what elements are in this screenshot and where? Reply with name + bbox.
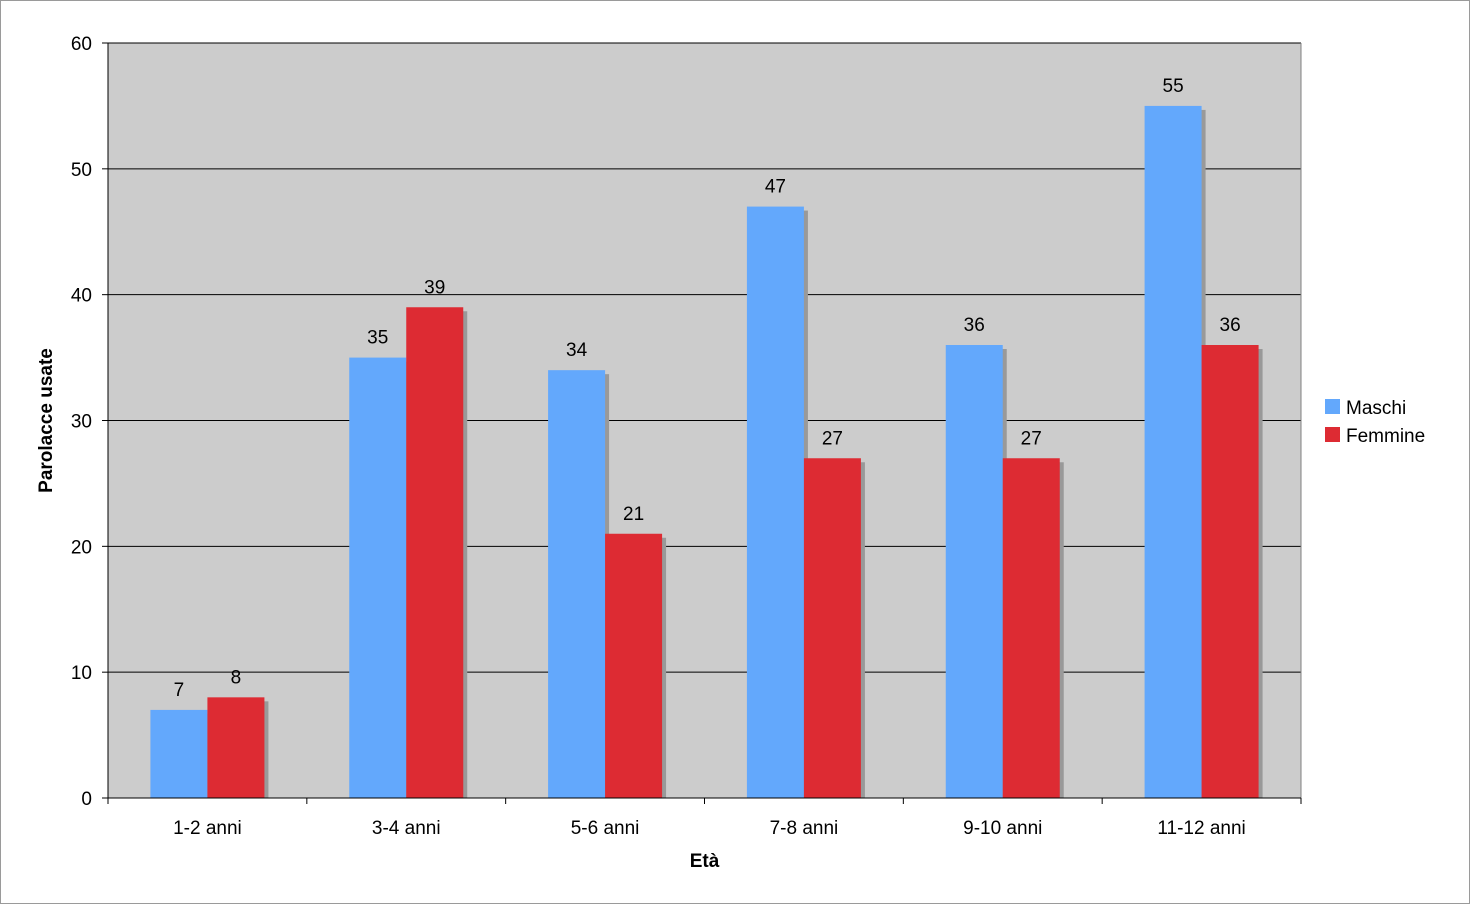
- data-label: 36: [964, 315, 985, 336]
- data-label: 27: [822, 428, 843, 449]
- x-tick-label: 9-10 anni: [963, 818, 1042, 839]
- bar-femmine-6: [1201, 345, 1259, 798]
- data-label: 36: [1220, 315, 1241, 336]
- y-tick-label: 30: [71, 412, 92, 433]
- data-label: 35: [367, 328, 388, 349]
- bars: [150, 105, 1263, 799]
- bar-maschi-6: [1144, 105, 1202, 798]
- x-axis-title: Età: [690, 851, 720, 872]
- bar-femmine-3: [605, 533, 663, 798]
- data-label: 21: [623, 504, 644, 525]
- y-tick-label: 40: [71, 286, 92, 307]
- data-label: 34: [566, 340, 588, 361]
- y-tick-label: 10: [71, 663, 92, 684]
- plot-area: [108, 42, 1302, 798]
- legend: Maschi Femmine: [1325, 398, 1425, 447]
- axes: 0 10 20 30 40 50 60 1-2 anni 3-4 anni 5-6 anni 7-8…: [71, 34, 1302, 839]
- bar-maschi-4: [746, 206, 804, 799]
- y-tick-label: 0: [81, 789, 92, 810]
- y-tick-label: 60: [71, 34, 92, 55]
- data-label: 47: [765, 177, 786, 198]
- legend-label-femmine: Femmine: [1346, 426, 1425, 447]
- bar-femmine-5: [1002, 458, 1060, 798]
- x-tick-label: 1-2 anni: [173, 818, 242, 839]
- x-tick-label: 5-6 anni: [571, 818, 640, 839]
- x-tick-label: 3-4 anni: [372, 818, 441, 839]
- y-tick-label: 50: [71, 160, 92, 181]
- bar-femmine-2: [406, 307, 464, 798]
- legend-label-maschi: Maschi: [1346, 398, 1406, 419]
- data-label: 27: [1021, 428, 1042, 449]
- legend-swatch-maschi: [1325, 399, 1340, 414]
- bar-maschi-5: [945, 345, 1003, 798]
- x-tick-label: 11-12 anni: [1157, 818, 1245, 839]
- y-axis-title: Parolacce usate: [36, 348, 57, 493]
- data-label: 55: [1163, 76, 1184, 97]
- y-tick-label: 20: [71, 537, 92, 558]
- data-label: 39: [424, 277, 445, 298]
- bar-maschi-3: [548, 370, 606, 798]
- x-tick-label: 7-8 anni: [770, 818, 839, 839]
- data-label: 7: [174, 680, 185, 701]
- bar-femmine-4: [803, 458, 861, 798]
- data-label: 8: [231, 667, 242, 688]
- bar-maschi-1: [150, 709, 208, 798]
- data-labels: 7 8 35 39 34 21 47 27 36 27 55 36: [174, 76, 1241, 701]
- bar-maschi-2: [349, 357, 407, 798]
- bar-femmine-1: [207, 697, 265, 798]
- legend-swatch-femmine: [1325, 427, 1340, 442]
